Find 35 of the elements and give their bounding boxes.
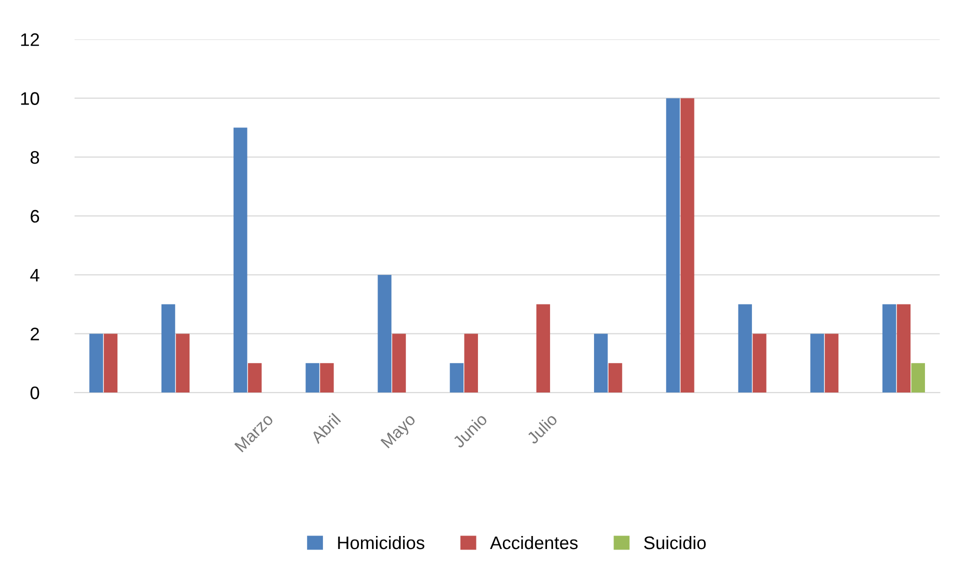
bar — [882, 304, 896, 393]
y-tick-label: 2 — [30, 328, 39, 340]
bar — [306, 363, 320, 393]
bar — [320, 363, 334, 393]
bar — [896, 304, 911, 393]
x-tick-label: Julio — [526, 412, 558, 445]
y-tick-label: 12 — [21, 33, 39, 46]
bar — [176, 334, 190, 393]
bar — [234, 128, 248, 393]
y-tick-label: 8 — [30, 151, 40, 164]
bar — [594, 334, 608, 393]
legend-label: Homicidios — [338, 536, 424, 550]
bar — [666, 98, 680, 393]
y-tick-label: 4 — [30, 268, 40, 282]
bar — [248, 363, 262, 393]
bar — [378, 274, 392, 393]
bar — [810, 334, 824, 393]
y-tick-label: 6 — [30, 210, 40, 223]
bar — [536, 304, 550, 393]
bar — [911, 363, 925, 393]
bar — [608, 363, 622, 393]
bar — [680, 98, 694, 393]
bar — [392, 334, 406, 393]
bar — [464, 334, 478, 393]
bar — [824, 334, 838, 393]
bar — [752, 334, 766, 393]
y-tick-label: 0 — [30, 386, 40, 400]
y-tick-label: 10 — [21, 92, 40, 105]
bar — [450, 363, 464, 393]
bar — [738, 304, 752, 393]
bar — [161, 304, 176, 393]
legend-label: Accidentes — [490, 536, 578, 550]
legend-label: Suicidio — [644, 536, 706, 550]
bar — [89, 334, 104, 393]
bar — [104, 334, 118, 393]
